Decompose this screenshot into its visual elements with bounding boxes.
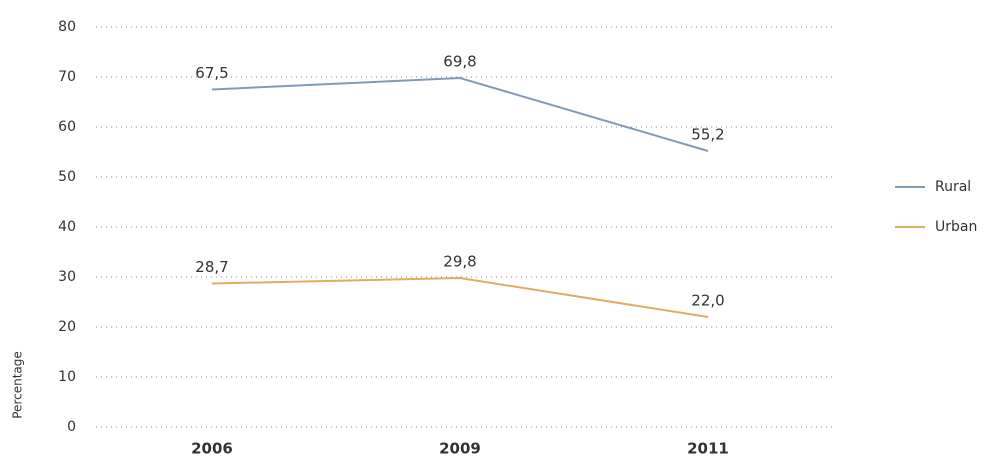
data-label: 69,8 <box>443 53 476 71</box>
y-tick-label: 60 <box>58 119 76 135</box>
data-label: 67,5 <box>195 64 228 82</box>
y-axis-label: Percentage <box>11 351 25 419</box>
y-tick-label: 10 <box>58 369 76 385</box>
series-line <box>211 276 709 318</box>
x-tick-label: 2009 <box>439 440 481 458</box>
x-tick-label: 2006 <box>191 440 233 458</box>
y-tick-label: 20 <box>58 319 76 335</box>
y-tick-label: 30 <box>58 269 76 285</box>
y-tick-label: 80 <box>58 19 76 35</box>
data-label: 22,0 <box>691 292 724 310</box>
legend-label: Urban <box>935 219 977 235</box>
legend-label: Rural <box>935 179 971 195</box>
y-tick-label: 0 <box>67 419 76 435</box>
series-line <box>211 76 709 152</box>
data-label: 55,2 <box>691 126 724 144</box>
y-tick-label: 50 <box>58 169 76 185</box>
x-tick-label: 2011 <box>687 440 729 458</box>
y-tick-label: 40 <box>58 219 76 235</box>
data-label: 29,8 <box>443 253 476 271</box>
y-tick-label: 70 <box>58 69 76 85</box>
data-label: 28,7 <box>195 258 228 276</box>
